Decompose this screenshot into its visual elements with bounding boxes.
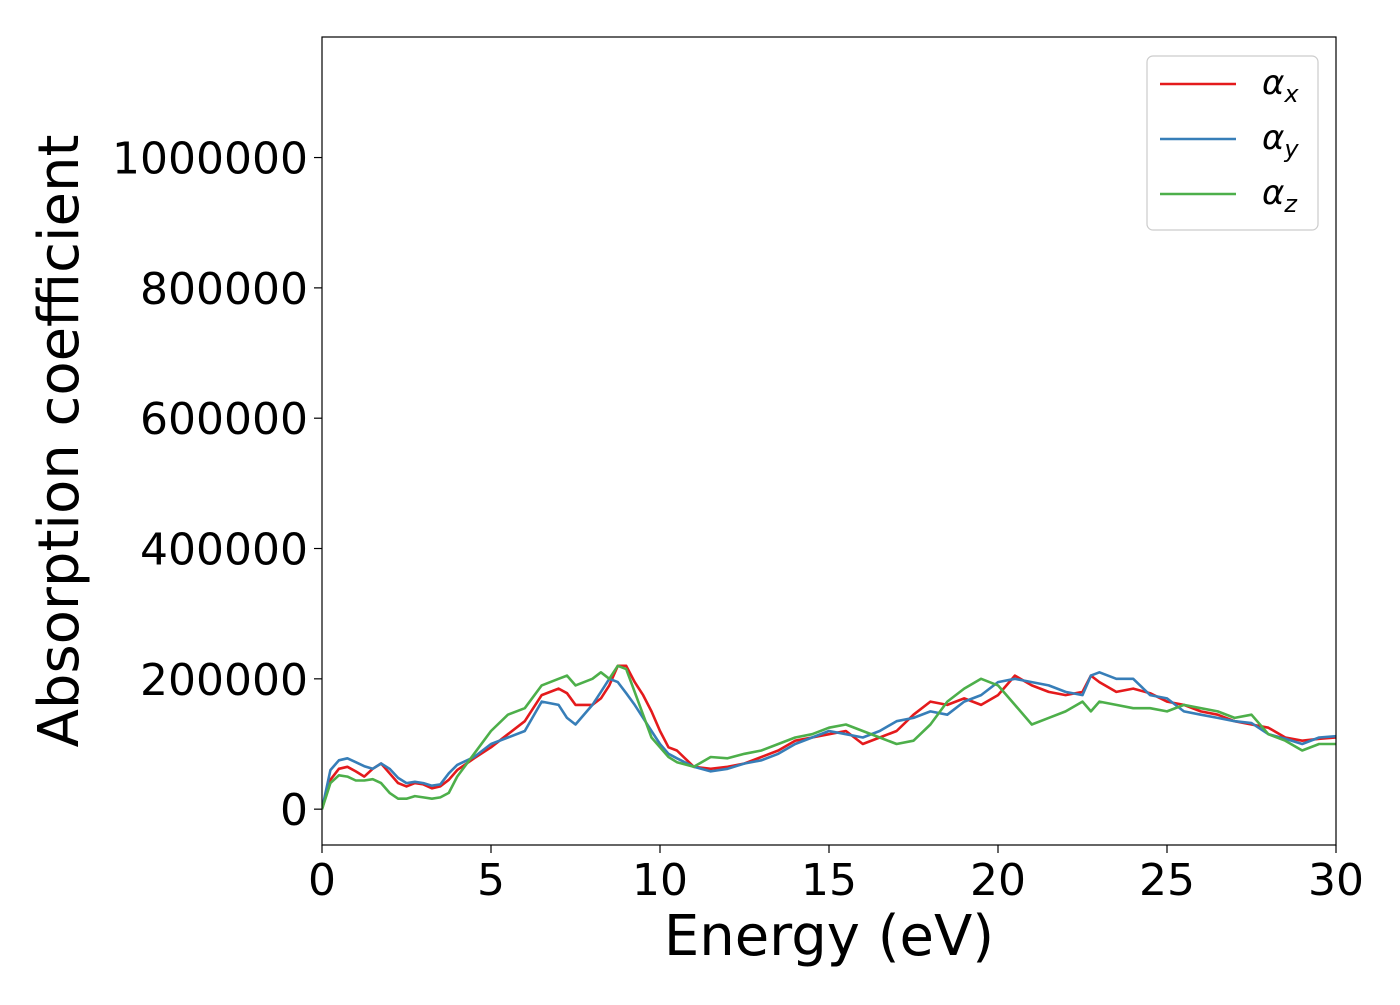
legend-box: [1146, 55, 1319, 231]
y-tick-label: 200000: [140, 655, 308, 706]
y-tick-label: 400000: [140, 525, 308, 576]
x-tick-label: 20: [970, 855, 1026, 906]
x-tick-label: 10: [632, 855, 688, 906]
x-tick-label: 0: [308, 855, 336, 906]
series-line-y: [322, 670, 1336, 810]
x-axis-title: Energy (eV): [664, 904, 994, 969]
x-axis-ticks: 0 5 10 15 20 25 30: [308, 845, 1364, 906]
y-axis-title: Absorption coefficient: [27, 135, 92, 748]
y-tick-label: 0: [280, 785, 308, 836]
x-tick-label: 25: [1139, 855, 1195, 906]
series-line-x: [322, 664, 1336, 810]
x-tick-label: 15: [801, 855, 857, 906]
y-axis-ticks: 0 200000 400000 600000 800000 1000000: [112, 134, 322, 836]
x-tick-label: 5: [477, 855, 505, 906]
x-tick-label: 30: [1308, 855, 1364, 906]
y-tick-label: 800000: [140, 264, 308, 315]
y-tick-label: 600000: [140, 394, 308, 445]
legend: αx αy αz: [1146, 55, 1319, 231]
series-line-z: [322, 664, 1336, 810]
legend-label-z: αz: [1262, 173, 1298, 218]
series-layer: [322, 664, 1336, 810]
y-tick-label: 1000000: [112, 134, 308, 185]
legend-label-y: αy: [1262, 118, 1299, 163]
legend-label-x: αx: [1262, 63, 1299, 108]
